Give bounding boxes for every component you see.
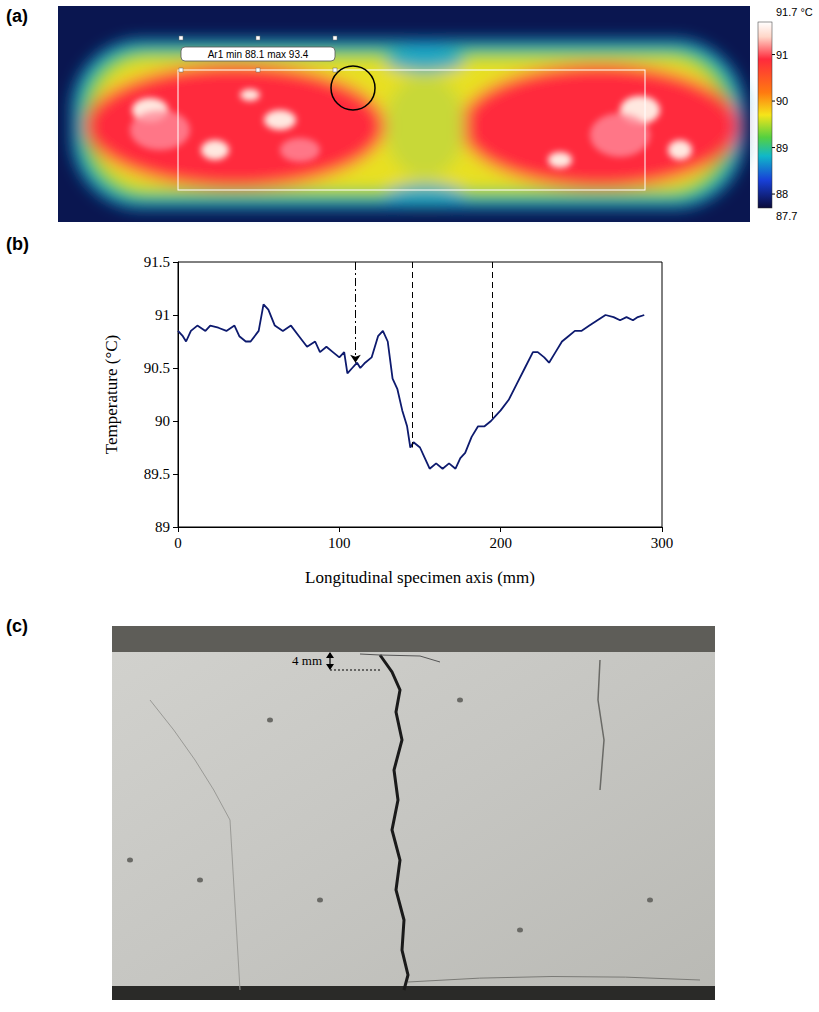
svg-text:91: 91 (776, 49, 788, 61)
svg-text:87.7: 87.7 (776, 210, 797, 222)
svg-text:91.7 °C: 91.7 °C (776, 6, 813, 18)
svg-text:Temperature (°C): Temperature (°C) (102, 335, 121, 454)
svg-text:Longitudinal specimen axis (mm: Longitudinal specimen axis (mm) (305, 568, 535, 587)
svg-text:91: 91 (155, 307, 170, 323)
svg-text:91.5: 91.5 (144, 254, 170, 270)
svg-text:89.5: 89.5 (144, 466, 170, 482)
svg-text:88: 88 (776, 188, 788, 200)
svg-text:(a): (a) (6, 6, 28, 26)
svg-text:90.5: 90.5 (144, 360, 170, 376)
svg-text:100: 100 (328, 535, 351, 551)
svg-text:200: 200 (489, 535, 512, 551)
svg-text:89: 89 (155, 519, 170, 535)
svg-text:4 mm: 4 mm (292, 653, 322, 668)
svg-text:90: 90 (155, 413, 170, 429)
svg-text:90: 90 (776, 95, 788, 107)
svg-text:300: 300 (651, 535, 674, 551)
svg-text:0: 0 (174, 535, 182, 551)
svg-text:89: 89 (776, 142, 788, 154)
svg-text:Ar1 min 88.1 max 93.4: Ar1 min 88.1 max 93.4 (208, 49, 309, 60)
svg-text:(c): (c) (6, 616, 28, 636)
svg-text:(b): (b) (6, 234, 29, 254)
